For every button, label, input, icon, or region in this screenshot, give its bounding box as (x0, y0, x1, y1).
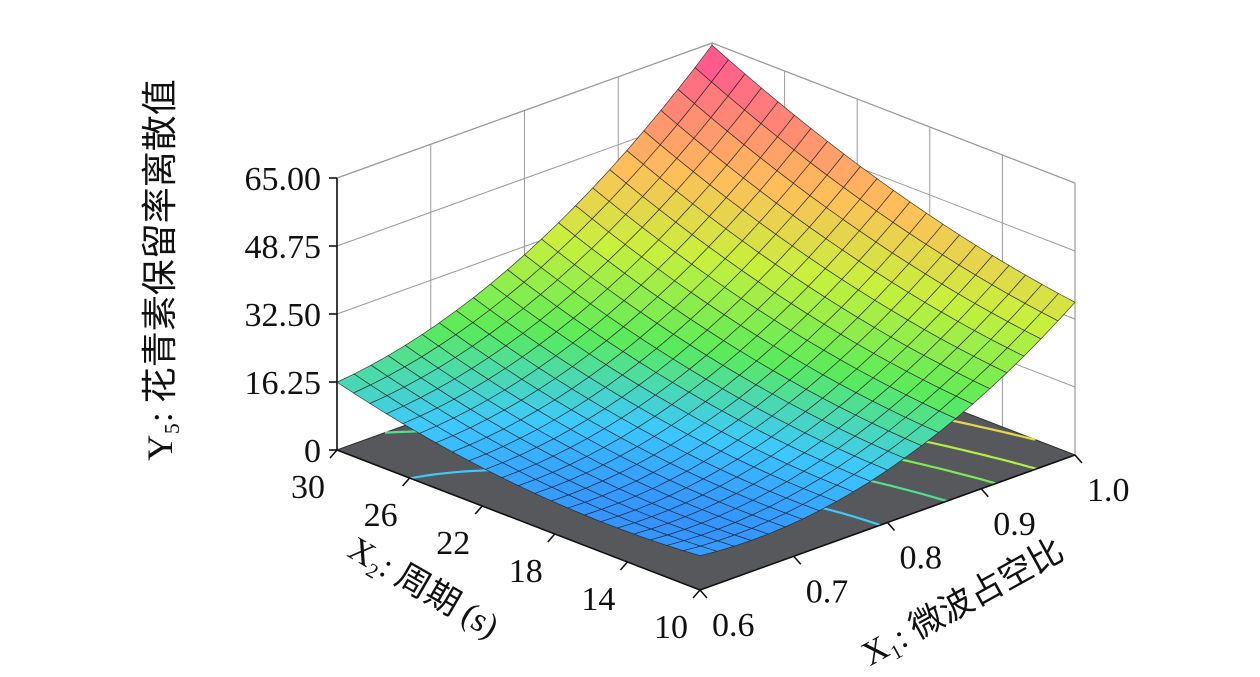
z-tick-label: 65.00 (245, 161, 322, 198)
x2-tick-label: 10 (654, 609, 688, 646)
response-surface (336, 44, 1076, 557)
x2-tick-label: 14 (581, 581, 615, 618)
z-axis-ticks: 65.00 48.75 32.50 16.25 0 (245, 161, 337, 470)
x1-tick-mark (980, 488, 989, 498)
x1-tick-mark (793, 555, 802, 565)
x2-tick-label: 18 (509, 553, 543, 590)
z-axis-label: Y₅: 花青素保留率离散值 (140, 79, 180, 461)
surface-patch (682, 545, 719, 557)
x2-tick-mark (692, 589, 701, 599)
x2-tick-label: 26 (364, 497, 398, 534)
x2-axis-ticks: 10 14 18 22 26 30 (291, 449, 701, 646)
x2-axis-label: X₂: 周期 (s) (342, 530, 505, 645)
z-tick-label: 32.50 (245, 297, 322, 334)
x1-tick-mark (1074, 454, 1083, 464)
z-tick-label: 16.25 (245, 365, 322, 402)
x2-tick-label: 30 (291, 469, 325, 506)
x2-tick-mark (329, 449, 338, 459)
x2-tick-label: 22 (436, 525, 470, 562)
x2-tick-mark (401, 477, 411, 487)
x1-tick-label: 0.7 (806, 573, 849, 610)
x1-tick-label: 0.8 (900, 540, 943, 577)
x2-tick-mark (547, 533, 556, 543)
x2-tick-mark (619, 561, 629, 571)
x1-tick-label: 1.0 (1087, 472, 1130, 509)
z-tick-label: 0 (304, 433, 321, 470)
z-tick-label: 48.75 (245, 229, 322, 266)
x1-tick-label: 0.6 (712, 607, 755, 644)
x1-tick-mark (699, 589, 708, 599)
x2-axis-line (336, 449, 701, 591)
x1-axis-label: X₁: 微波占空比 (855, 531, 1070, 673)
x1-tick-mark (886, 521, 896, 532)
x1-tick-label: 0.9 (993, 506, 1036, 543)
x1-axis-ticks: 0.6 0.7 0.8 0.9 1.0 (699, 454, 1130, 644)
x2-tick-mark (474, 505, 483, 515)
